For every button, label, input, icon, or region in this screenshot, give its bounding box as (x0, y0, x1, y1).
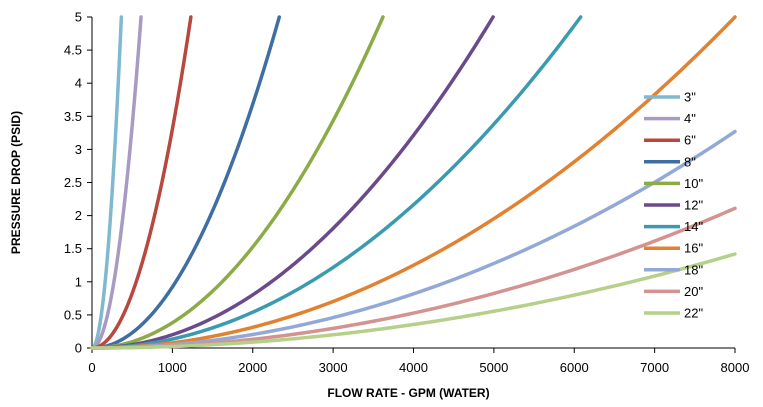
legend-label: 14" (684, 219, 703, 234)
x-tick-label: 0 (88, 360, 95, 375)
series-line-5 (90, 15, 385, 350)
y-tick-label: 2 (75, 208, 82, 223)
series-line-2 (90, 15, 143, 350)
series-lines (90, 15, 737, 350)
y-tick-label: 1 (75, 274, 82, 289)
legend-label: 12" (684, 198, 703, 213)
y-tick-label: 2.5 (64, 175, 82, 190)
legend-label: 4" (684, 111, 696, 126)
series-line-8 (90, 15, 737, 350)
axes (91, 17, 735, 349)
y-tick-label: 1.5 (64, 241, 82, 256)
legend-label: 16" (684, 241, 703, 256)
legend: 3" 4" 6" 8" 10" 12" 14" 16" 18" 20" 22" (644, 90, 703, 321)
y-tick-label: 3.5 (64, 109, 82, 124)
x-axis-ticks: 0 1000 2000 3000 4000 5000 6000 7000 8000 (88, 348, 749, 375)
legend-label: 22" (684, 306, 703, 321)
x-tick-label: 6000 (560, 360, 589, 375)
series-line-4 (90, 15, 282, 350)
legend-label: 8" (684, 154, 696, 169)
y-tick-label: 5 (75, 10, 82, 25)
legend-label: 18" (684, 262, 703, 277)
legend-label: 6" (684, 133, 696, 148)
y-tick-label: 3 (75, 142, 82, 157)
x-tick-label: 8000 (721, 360, 750, 375)
y-axis-ticks: 0 0.5 1 1.5 2 2.5 3 3.5 4 4.5 5 (64, 10, 92, 356)
series-line-7 (90, 15, 583, 350)
x-tick-label: 5000 (479, 360, 508, 375)
series-line-3 (90, 15, 193, 350)
series-line-6 (90, 15, 495, 350)
series-line-9 (90, 129, 737, 350)
y-axis-title: PRESSURE DROP (PSID) (9, 111, 23, 254)
legend-label: 3" (684, 90, 696, 105)
x-axis-title: FLOW RATE - GPM (WATER) (327, 386, 489, 400)
x-tick-label: 2000 (238, 360, 267, 375)
x-tick-label: 7000 (640, 360, 669, 375)
x-tick-label: 3000 (319, 360, 348, 375)
y-tick-label: 4.5 (64, 43, 82, 58)
series-line-1 (90, 15, 124, 350)
x-tick-label: 4000 (399, 360, 428, 375)
x-tick-label: 1000 (158, 360, 187, 375)
y-tick-label: 4 (75, 76, 82, 91)
series-line-11 (90, 252, 737, 350)
y-tick-label: 0.5 (64, 307, 82, 322)
legend-label: 10" (684, 176, 703, 191)
y-tick-label: 0 (75, 341, 82, 356)
legend-label: 20" (684, 284, 703, 299)
